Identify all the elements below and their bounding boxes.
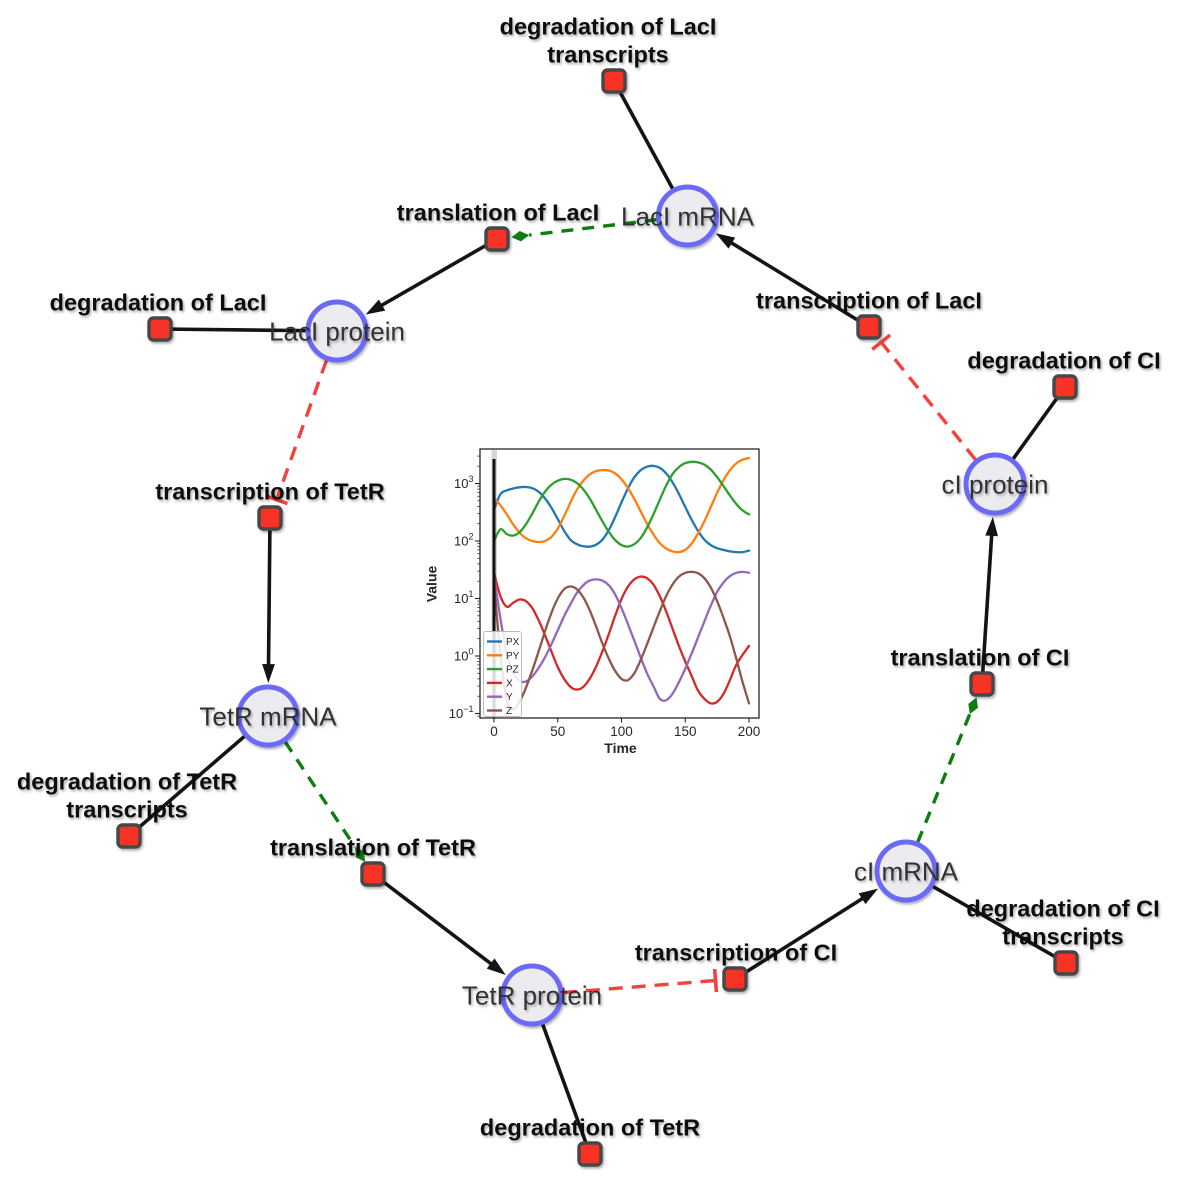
arrowhead-icon [486,958,506,976]
x-tick-label: 200 [738,724,761,739]
reaction-label: transcription of CI [635,940,837,966]
x-tick-label: 100 [610,724,633,739]
series-curves [492,456,751,711]
species-label: cI mRNA [854,857,959,887]
species-label: cI protein [942,470,1049,500]
series-line-Z [492,570,751,711]
reaction-node-translate_laci[interactable] [484,226,510,252]
edge-tetr_mrna-translate_tetr [283,740,365,862]
reaction-label: degradation of TetR [480,1115,700,1141]
x-tick-label: 150 [674,724,697,739]
reaction-label: translation of TetR [270,835,476,861]
edge-tx_laci-laci_mrna [715,233,870,329]
species-label: TetR protein [462,981,602,1011]
y-tick-label: 100 [454,647,473,664]
arrowhead-icon [858,888,879,905]
species-label: LacI protein [269,317,405,347]
edge-translate_ci-ci_protein [980,516,999,685]
series-line-Y [492,570,751,702]
arrowhead-icon [365,299,386,315]
reaction-label: degradation of CI [966,896,1159,922]
reaction-label: translation of CI [891,645,1070,671]
series-line-PX [492,464,751,554]
reaction-node-deg_laci[interactable] [147,316,173,342]
reaction-node-translate_tetr[interactable] [360,861,386,887]
reaction-label: transcription of TetR [155,479,384,505]
inhibition-tbar-icon [265,494,289,506]
edge-translate_laci-laci_protein [365,237,498,315]
reaction-label: transcripts [66,797,187,823]
reaction-label: transcripts [1002,924,1123,950]
legend-label: PX [506,637,520,648]
inhibition-tbar-icon [871,333,892,351]
x-tick-label: 0 [490,724,498,739]
edge-tx_tetr-tetr_mrna [262,517,275,684]
reaction-node-deg_ci_tx[interactable] [1053,950,1079,976]
legend-label: PZ [506,665,519,676]
edge-ci_protein-tx_laci [871,333,977,461]
modifier-diamond-icon [355,846,365,862]
modifier-diamond-icon [968,697,978,715]
x-axis-title: Time [604,740,637,756]
inhibition-tbar-icon [712,968,719,993]
species-node-ci_mrna[interactable] [874,839,938,903]
reaction-node-tx_ci[interactable] [722,966,748,992]
edge-laci_mrna-translate_laci [511,218,657,242]
reaction-node-tx_tetr[interactable] [257,505,283,531]
reaction-node-deg_laci_tx[interactable] [601,68,627,94]
species-node-laci_mrna[interactable] [656,184,719,248]
arrowhead-icon [985,516,999,537]
legend-label: Y [506,692,513,703]
y-tick-label: 102 [454,532,473,549]
reaction-node-deg_tetr[interactable] [577,1141,603,1167]
edge-ci_mrna-translate_ci [916,697,978,843]
series-line-X [492,571,751,705]
reaction-label: degradation of CI [967,348,1160,374]
reaction-node-tx_laci[interactable] [856,314,882,340]
reaction-label: degradation of TetR [17,769,237,795]
reaction-label: degradation of LacI [500,14,717,40]
modifier-diamond-icon [511,231,530,242]
species-node-ci_protein[interactable] [963,452,1027,516]
reaction-node-translate_ci[interactable] [969,671,995,697]
species-label: LacI mRNA [621,202,755,232]
chart-legend: PX PY PZ XYZ [483,631,522,717]
labels-layer: degradation of LacItranscriptstranslatio… [17,14,1161,1141]
species-node-tetr_mrna[interactable] [236,684,300,748]
series-line-PZ [492,460,751,548]
edges-layer [127,80,1067,1155]
edge-tetr_protein-tx_ci [562,968,719,995]
plot-area [479,448,760,719]
x-tick-label: 50 [550,724,565,739]
legend-label: PY [506,651,520,662]
species-node-tetr_protein[interactable] [500,963,564,1027]
species-label: TetR mRNA [199,702,337,732]
reaction-label: transcription of LacI [756,288,982,314]
series-line-PY [492,456,751,554]
edge-tx_ci-ci_mrna [734,888,879,981]
edge-translate_tetr-tetr_protein [371,872,506,976]
legend-label: Z [506,706,512,717]
reaction-label: translation of LacI [397,200,599,226]
arrowhead-icon [715,233,736,249]
reaction-label: degradation of LacI [50,290,267,316]
edge-laci_protein-tx_tetr [265,359,329,506]
y-tick-label: 10−1 [449,704,474,721]
y-tick-label: 101 [454,589,473,606]
reaction-node-deg_tetr_tx[interactable] [116,823,142,849]
legend-label: X [506,678,513,689]
reaction-label: transcripts [547,42,668,68]
y-tick-label: 103 [454,474,473,491]
reaction-node-deg_ci[interactable] [1052,374,1078,400]
y-axis-title: Value [424,566,440,603]
arrowhead-icon [262,663,275,684]
nodes-layer [116,68,1079,1167]
species-node-laci_protein[interactable] [305,299,369,363]
